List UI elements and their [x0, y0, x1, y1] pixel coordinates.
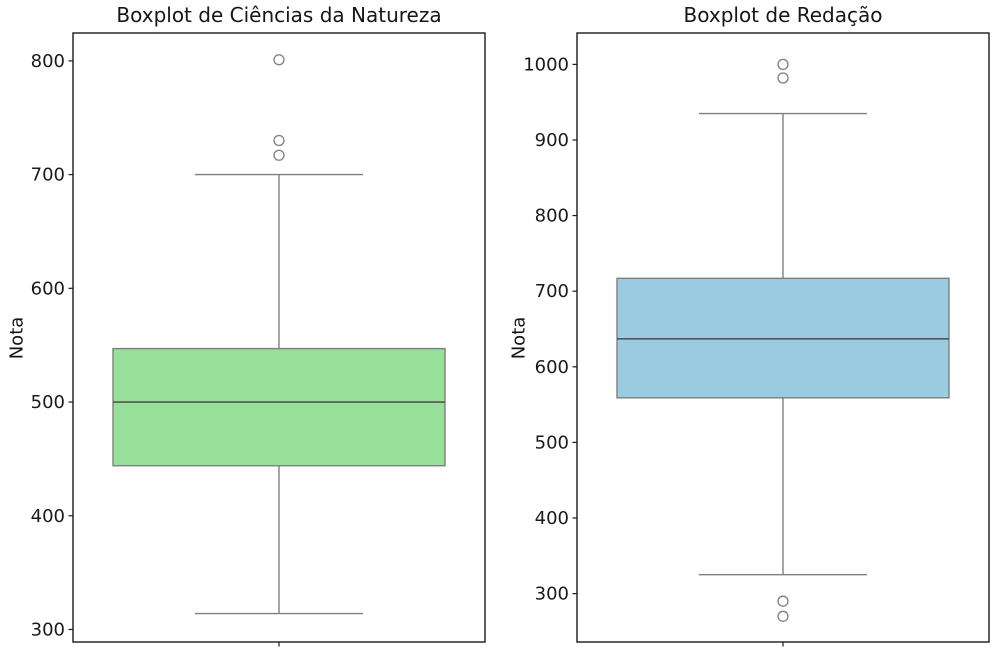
y-tick-label: 300: [535, 584, 569, 605]
y-tick-label: 700: [31, 165, 65, 186]
y-axis-label-left: Nota: [6, 316, 28, 360]
outlier-point: [273, 134, 285, 147]
outlier-point: [273, 54, 285, 66]
y-tick-label: 400: [535, 508, 569, 529]
y-axis-label-right: Nota: [508, 316, 530, 360]
outlier-point: [777, 72, 789, 84]
y-tick-label: 1000: [523, 54, 569, 75]
y-tick-label: 500: [31, 392, 65, 413]
plot-border: [576, 32, 990, 643]
outlier-point: [777, 610, 789, 622]
y-tick-label: 600: [535, 357, 569, 378]
outlier-point: [273, 149, 285, 161]
y-tick-label: 800: [31, 51, 65, 72]
outlier-point: [777, 58, 789, 71]
y-tick-label: 400: [31, 506, 65, 527]
y-tick-label: 800: [535, 206, 569, 227]
outlier-point: [777, 595, 789, 607]
y-tick-label: 500: [535, 432, 569, 453]
subplot-title-redacao: Boxplot de Redação: [683, 3, 883, 27]
y-tick-label: 700: [535, 281, 569, 302]
plot-border: [72, 32, 486, 643]
subplot-title-ciencias: Boxplot de Ciências da Natureza: [116, 3, 442, 27]
y-tick-label: 300: [31, 619, 65, 640]
iqr-box: [112, 347, 446, 467]
y-tick-label: 600: [31, 278, 65, 299]
y-tick-label: 900: [535, 130, 569, 151]
